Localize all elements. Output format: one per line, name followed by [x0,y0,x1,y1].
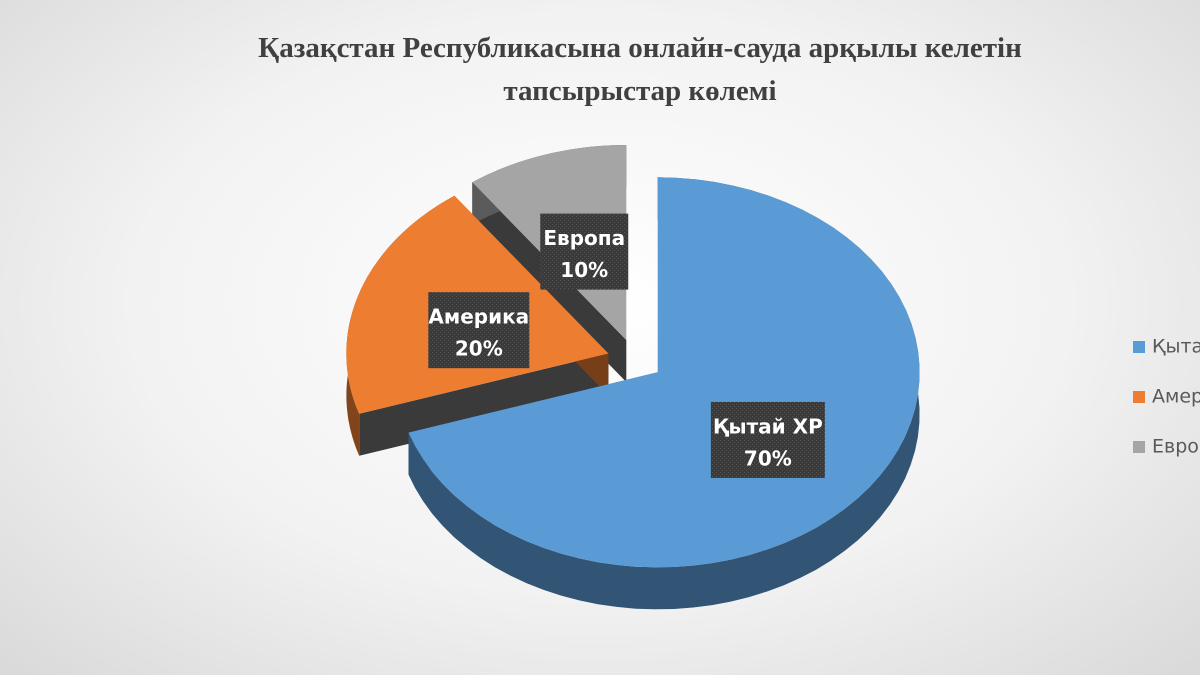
data-label-box [710,401,825,478]
data-label-value: 70% [744,446,792,470]
data-label-box [540,213,629,290]
data-label-name: Европа [543,226,625,250]
chart-title: Қазақстан Республикасына онлайн-сауда ар… [258,32,1022,64]
legend-swatch [1133,391,1145,403]
data-label-box [428,292,530,369]
legend-label: Европа [1152,436,1200,458]
data-label-value: 10% [560,258,608,282]
data-label-name: Қытай ХР [713,414,823,438]
data-label-value: 20% [455,337,503,361]
legend-label: Америка [1152,386,1200,408]
legend-label: Қытай ХР [1152,336,1200,358]
legend-swatch [1133,341,1145,353]
legend-swatch [1133,441,1145,453]
data-label-name: Америка [428,305,529,329]
chart-title: тапсырыстар көлемі [503,75,776,107]
